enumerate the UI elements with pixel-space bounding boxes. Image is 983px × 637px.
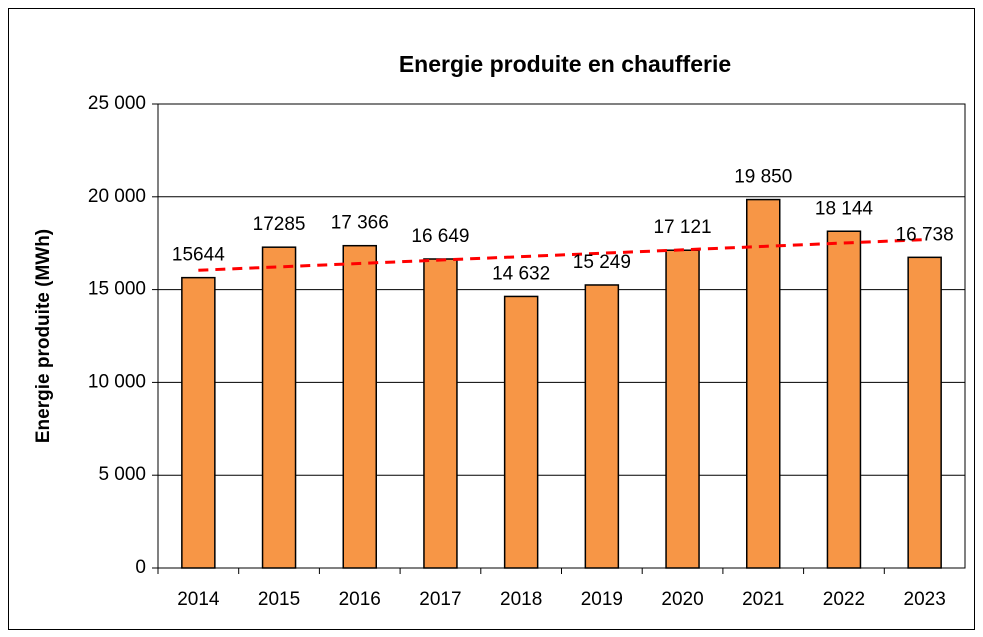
bar: [584, 284, 620, 569]
data-label: 16 649: [411, 226, 469, 247]
data-label: 15644: [172, 245, 225, 266]
bar: [503, 295, 539, 569]
data-label: 17 121: [653, 217, 711, 238]
y-tick-label: 0: [135, 557, 146, 578]
x-tick-label: 2019: [581, 589, 623, 610]
chart-title: Energie produite en chaufferie: [399, 51, 731, 77]
bar: [665, 249, 700, 569]
data-label: 19 850: [734, 167, 792, 188]
x-tick-label: 2016: [339, 589, 381, 610]
data-label: 16 738: [896, 224, 954, 245]
x-tick-label: 2023: [904, 589, 946, 610]
data-label: 18 144: [815, 198, 874, 219]
data-label: 15 249: [573, 252, 631, 273]
y-tick-label: 5 000: [98, 464, 146, 485]
y-tick-label: 15 000: [88, 279, 146, 300]
bar: [181, 276, 216, 569]
x-tick-label: 2017: [419, 589, 461, 610]
y-tick-label: 10 000: [88, 371, 146, 392]
data-label: 14 632: [492, 263, 550, 284]
data-label: 17 366: [331, 213, 389, 234]
bar: [826, 230, 862, 569]
x-tick-label: 2018: [500, 589, 542, 610]
bar: [342, 244, 377, 569]
y-tick-label: 20 000: [88, 186, 146, 207]
data-label: 17285: [253, 214, 306, 235]
y-tick-label: 25 000: [88, 93, 146, 114]
x-tick-label: 2021: [742, 589, 784, 610]
bar: [907, 256, 942, 569]
bar: [423, 258, 458, 569]
x-tick-label: 2015: [258, 589, 300, 610]
y-axis-title: Energie produite (MWh): [33, 229, 54, 443]
trend-line: [198, 238, 925, 272]
x-tick-label: 2014: [177, 589, 220, 610]
bar: [746, 198, 781, 569]
bar: [261, 246, 297, 569]
x-tick-label: 2022: [823, 589, 865, 610]
x-tick-label: 2020: [661, 589, 703, 610]
